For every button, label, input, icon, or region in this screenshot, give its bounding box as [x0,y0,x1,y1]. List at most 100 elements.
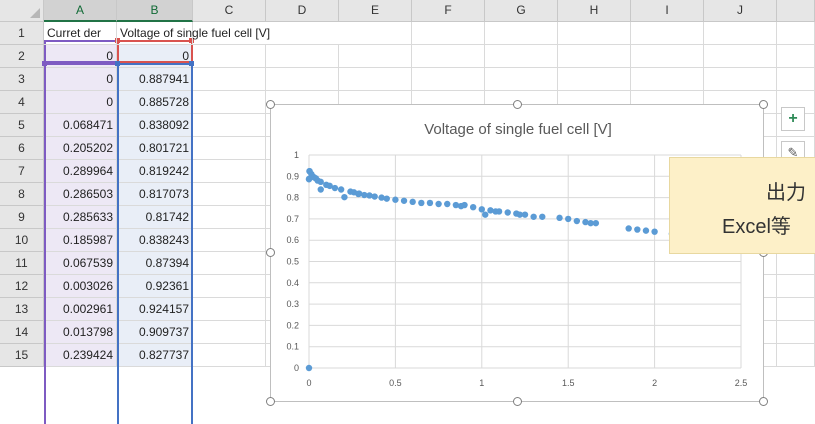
row-header[interactable]: 14 [0,321,44,344]
chart-plot-area[interactable]: 0 0.1 0.2 0.3 0.4 0.5 0.6 0.7 0.8 0.9 1 0 0.5 1 1.5 2 2.… [271,105,765,403]
grid-cell[interactable] [339,22,412,45]
data-point[interactable] [392,196,399,203]
cell-current-density[interactable]: 0 [44,45,117,68]
grid-cell[interactable] [412,68,485,91]
cell-voltage[interactable]: 0.887941 [117,68,193,91]
grid-cell[interactable] [266,22,339,45]
row-header[interactable]: 3 [0,68,44,91]
data-point[interactable] [383,195,390,202]
row-header[interactable]: 10 [0,229,44,252]
cell-current-density[interactable]: 0 [44,91,117,114]
cell-current-density[interactable]: 0.003026 [44,275,117,298]
cell-current-density[interactable]: 0.286503 [44,183,117,206]
grid-cell[interactable] [777,252,815,275]
grid-cell[interactable] [704,68,777,91]
chart-resize-handle[interactable] [759,100,768,109]
row-header[interactable]: 4 [0,91,44,114]
grid-cell[interactable] [412,45,485,68]
chart-resize-handle[interactable] [266,100,275,109]
column-header-f[interactable]: F [412,0,485,22]
select-all-corner[interactable] [0,0,44,22]
column-header-k[interactable] [777,0,815,22]
grid-cell[interactable] [193,91,266,114]
grid-cell[interactable] [193,275,266,298]
row-header[interactable]: 13 [0,298,44,321]
data-point[interactable] [573,217,581,225]
cell-b1[interactable]: Voltage of single fuel cell [V] [117,22,270,45]
grid-cell[interactable] [485,45,558,68]
column-header-c[interactable]: C [193,0,266,22]
row-header[interactable]: 15 [0,344,44,367]
data-point[interactable] [592,219,600,227]
grid-cell[interactable] [558,45,631,68]
cell-voltage[interactable]: 0.924157 [117,298,193,321]
row-header[interactable]: 6 [0,137,44,160]
data-point[interactable] [341,193,348,201]
data-point[interactable] [435,200,442,208]
chart-resize-handle[interactable] [266,248,275,257]
grid-cell[interactable] [777,344,815,367]
cell-current-density[interactable]: 0 [44,68,117,91]
data-point[interactable] [337,186,345,193]
column-header-a[interactable]: A [44,0,117,22]
data-point[interactable] [634,226,641,233]
data-point[interactable] [426,199,434,207]
data-point[interactable] [469,203,477,211]
chart-resize-handle[interactable] [266,397,275,406]
cell-voltage[interactable]: 0.819242 [117,160,193,183]
cell-current-density[interactable]: 0.013798 [44,321,117,344]
grid-cell[interactable] [339,45,412,68]
data-point[interactable] [444,200,451,208]
chart-elements-button[interactable]: + [781,107,805,131]
cell-current-density[interactable]: 0.067539 [44,252,117,275]
data-point[interactable] [331,184,339,192]
cell-voltage[interactable]: 0.801721 [117,137,193,160]
cell-voltage[interactable]: 0.87394 [117,252,193,275]
chart-resize-handle[interactable] [513,397,522,406]
data-point[interactable] [418,199,425,207]
data-point[interactable] [516,211,524,218]
grid-cell[interactable] [777,298,815,321]
grid-cell[interactable] [193,45,266,68]
cell-current-density[interactable]: 0.289964 [44,160,117,183]
data-point[interactable] [642,227,650,234]
grid-cell[interactable] [485,22,558,45]
chart-resize-handle[interactable] [759,397,768,406]
grid-cell[interactable] [777,45,815,68]
cell-current-density[interactable]: 0.185987 [44,229,117,252]
grid-cell[interactable] [339,68,412,91]
grid-cell[interactable] [777,68,815,91]
cell-voltage[interactable]: 0.838243 [117,229,193,252]
grid-cell[interactable] [558,68,631,91]
grid-cell[interactable] [631,22,704,45]
data-point[interactable] [326,182,333,190]
data-point[interactable] [587,219,594,227]
cell-voltage[interactable]: 0.827737 [117,344,193,367]
cell-current-density[interactable]: 0.002961 [44,298,117,321]
grid-cell[interactable] [266,45,339,68]
row-header[interactable]: 7 [0,160,44,183]
grid-cell[interactable] [193,183,266,206]
data-point[interactable] [495,208,503,215]
data-point[interactable] [539,213,546,220]
chart-resize-handle[interactable] [513,100,522,109]
data-point[interactable] [317,186,324,193]
data-point[interactable] [565,215,572,223]
data-point[interactable] [452,201,460,209]
grid-cell[interactable] [193,114,266,137]
grid-cell[interactable] [193,298,266,321]
cell-current-density[interactable]: 0.285633 [44,206,117,229]
column-header-g[interactable]: G [485,0,558,22]
column-header-h[interactable]: H [558,0,631,22]
cell-voltage[interactable]: 0.909737 [117,321,193,344]
cell-voltage[interactable]: 0.885728 [117,91,193,114]
data-point[interactable] [625,225,632,232]
cell-voltage[interactable]: 0.817073 [117,183,193,206]
data-point[interactable] [504,209,511,216]
grid-cell[interactable] [704,45,777,68]
cell-voltage[interactable]: 0 [117,45,193,68]
row-header[interactable]: 9 [0,206,44,229]
column-header-d[interactable]: D [266,0,339,22]
grid-cell[interactable] [777,321,815,344]
grid-cell[interactable] [777,22,815,45]
